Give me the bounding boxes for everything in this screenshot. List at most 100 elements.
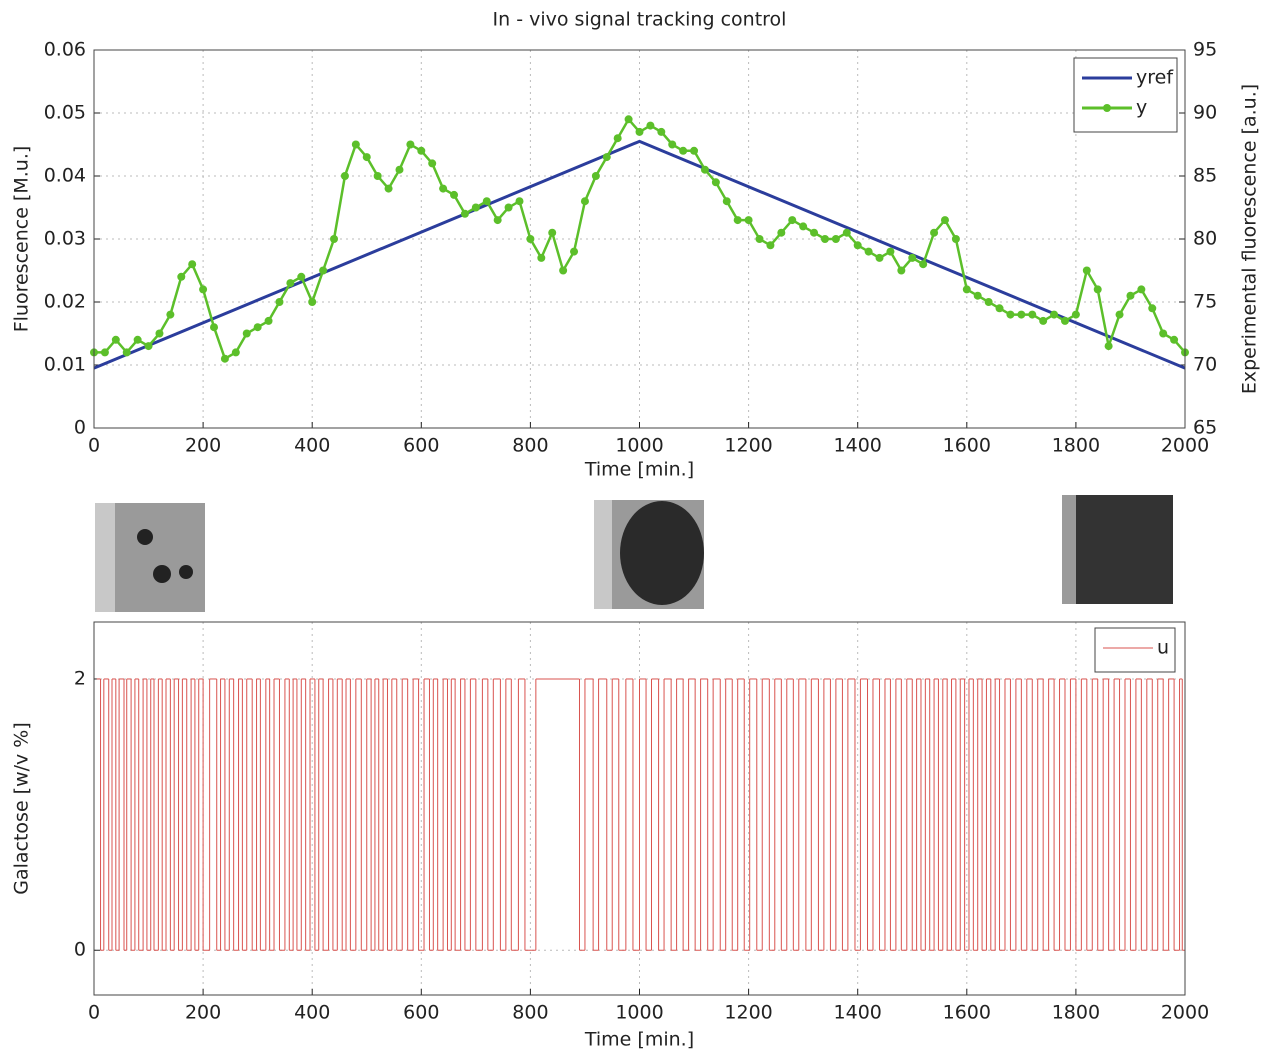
point <box>908 253 917 262</box>
y2-tick-label: 95 <box>1193 39 1217 61</box>
point <box>242 329 251 338</box>
x-tick-label: 1400 <box>834 1002 882 1024</box>
x-tick-label: 1600 <box>943 1002 991 1024</box>
point <box>875 253 884 262</box>
point <box>635 127 644 136</box>
x-tick-label: 600 <box>403 1002 439 1024</box>
x-tick-label: 1200 <box>724 435 772 457</box>
cell-mass <box>620 501 704 605</box>
point <box>657 127 666 136</box>
legend-box <box>1094 627 1176 673</box>
x-tick-label: 2000 <box>1161 1002 1209 1024</box>
x-tick-label: 2000 <box>1161 435 1209 457</box>
y-axis-label: Fluorescence [M.u.] <box>11 146 33 333</box>
point <box>777 228 786 237</box>
legend-marker <box>1103 104 1111 112</box>
point <box>668 140 677 149</box>
point <box>919 260 928 269</box>
point <box>188 260 197 269</box>
point <box>231 348 240 357</box>
x-tick-label: 1800 <box>1052 1002 1100 1024</box>
y-axis-label: Galactose [w/v %] <box>11 722 33 895</box>
y-tick-label: 0.05 <box>44 102 86 124</box>
y2-axis-label: Experimental fluorescence [a.u.] <box>1239 84 1261 394</box>
point <box>722 197 731 206</box>
point <box>275 298 284 306</box>
point <box>700 165 709 174</box>
point <box>799 222 808 231</box>
x-tick-label: 0 <box>88 435 100 457</box>
point <box>450 190 459 199</box>
point <box>297 272 306 281</box>
point <box>319 266 328 275</box>
point <box>1006 310 1015 319</box>
y-tick-label: 0 <box>74 939 86 961</box>
channel <box>594 500 612 609</box>
point <box>1170 335 1179 344</box>
point <box>755 235 764 243</box>
series-layer <box>96 678 1185 951</box>
point <box>559 266 568 275</box>
point <box>1159 329 1168 338</box>
point <box>395 165 404 174</box>
x-tick-label: 1000 <box>615 435 663 457</box>
point <box>1115 310 1124 319</box>
point <box>744 216 753 225</box>
axes-frame <box>93 49 1186 429</box>
point <box>766 241 775 250</box>
point <box>962 285 971 294</box>
cell-cluster <box>179 565 193 579</box>
point <box>166 310 175 319</box>
point <box>210 323 219 332</box>
point <box>362 153 371 162</box>
point <box>570 247 579 256</box>
point <box>428 159 437 168</box>
x-tick-label: 1200 <box>724 1002 772 1024</box>
point <box>482 197 491 206</box>
point <box>493 216 502 225</box>
y2-tick-label: 85 <box>1193 165 1217 187</box>
point <box>155 329 164 338</box>
cell-cluster <box>153 565 171 583</box>
x-tick-label: 200 <box>185 435 221 457</box>
point <box>1126 291 1135 300</box>
point <box>373 172 382 180</box>
point <box>940 216 949 225</box>
point <box>439 184 448 193</box>
point <box>1071 310 1080 319</box>
y2-tick-label: 75 <box>1193 291 1217 313</box>
point <box>711 178 720 187</box>
point <box>1017 310 1026 319</box>
y-tick-label: 0.02 <box>44 291 86 313</box>
y2-tick-label: 65 <box>1193 417 1217 439</box>
point <box>526 235 535 243</box>
point <box>1060 316 1069 325</box>
legend-label: u <box>1157 637 1169 659</box>
point <box>580 197 589 206</box>
x-tick-label: 600 <box>403 435 439 457</box>
point <box>330 235 339 243</box>
point <box>264 316 273 325</box>
point <box>384 184 393 193</box>
point <box>286 279 295 288</box>
point <box>111 335 120 344</box>
point <box>810 228 819 237</box>
x-tick-label: 400 <box>294 1002 330 1024</box>
y-tick-label: 0.03 <box>44 228 86 250</box>
point <box>788 216 797 225</box>
point <box>177 272 186 281</box>
point <box>220 354 229 363</box>
cell-cluster <box>137 529 153 545</box>
point <box>995 304 1004 313</box>
point <box>504 203 513 212</box>
y-tick-label: 0 <box>74 417 86 439</box>
x-tick-label: 1800 <box>1052 435 1100 457</box>
point <box>417 146 426 155</box>
x-axis-label: Time [min.] <box>584 459 694 481</box>
x-tick-label: 200 <box>185 1002 221 1024</box>
point <box>591 172 600 180</box>
cell-mass <box>1076 495 1173 604</box>
point <box>646 121 655 130</box>
point <box>122 348 131 357</box>
